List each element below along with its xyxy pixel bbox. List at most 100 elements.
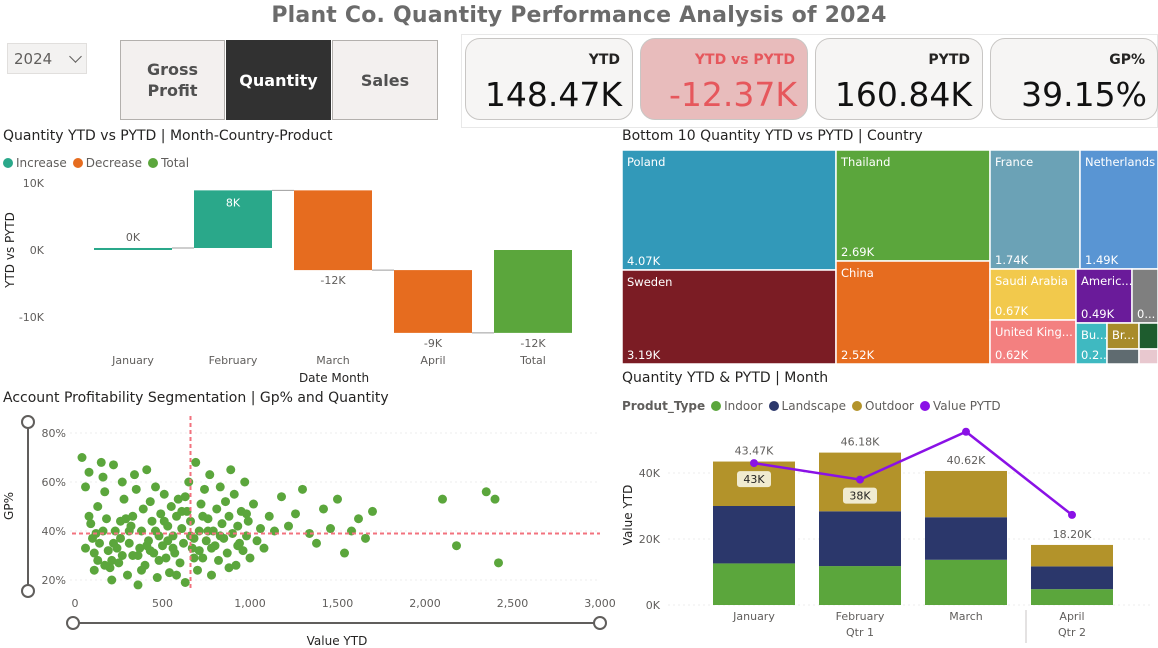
scatter-point [180, 577, 190, 587]
legend-item[interactable]: Outdoor [852, 399, 914, 413]
waterfall-bar [94, 247, 172, 250]
treemap-tile-value: 4.07K [627, 254, 661, 268]
legend-item[interactable]: Increase [3, 156, 67, 170]
y-axis-title: Value YTD [621, 485, 635, 546]
stacked-bar-segment [819, 511, 901, 567]
treemap-tile-name: Bu... [1081, 328, 1107, 342]
treemap-tile-value: 3.19K [627, 348, 661, 362]
legend-item[interactable]: Indoor [711, 399, 763, 413]
scatter-point [130, 470, 139, 480]
line-data-label: 43K [743, 473, 765, 486]
scatter-point [142, 465, 152, 475]
stacked-bar-segment [819, 566, 901, 605]
y-tick-label: 20% [42, 574, 66, 587]
gross-profit-button[interactable]: Gross Profit [120, 40, 225, 120]
value-pytd-point [856, 475, 864, 484]
kpi-label: YTD vs PYTD [694, 52, 795, 68]
combo-title: Quantity YTD & PYTD | Month [622, 370, 829, 386]
treemap-tile-value: 2.52K [841, 348, 875, 362]
scatter-point [189, 553, 199, 563]
stacked-bar-segment [713, 506, 795, 564]
decrease-legend-dot-icon [72, 158, 83, 168]
combo-legend: Produt_Type Indoor Landscape Outdoor Val… [622, 399, 1007, 413]
scatter-point [154, 555, 164, 565]
legend-item[interactable]: Value PYTD [920, 399, 1001, 413]
scatter-point [224, 563, 234, 573]
waterfall-bar [194, 190, 272, 248]
y-tick-label: 10K [23, 177, 45, 190]
scatter-point [86, 519, 96, 529]
scatter-point [196, 499, 206, 509]
legend-label: Outdoor [865, 399, 914, 413]
scatter-point [340, 548, 349, 558]
treemap-tile-name: United King... [995, 325, 1073, 339]
scatter-point [194, 546, 204, 556]
treemap-tile-value: 0.67K [995, 304, 1029, 318]
total-label: 40.62K [947, 454, 986, 467]
data-label: -12K [520, 337, 546, 350]
scatter-point [161, 553, 171, 563]
x-tick-label: February [836, 610, 885, 623]
scatter-point [222, 548, 232, 558]
kpi-card-ytd: YTD 148.47K [465, 38, 633, 120]
stacked-bar-segment [925, 559, 1007, 605]
treemap-tile-value: 1.74K [995, 253, 1029, 267]
waterfall-legend: Increase Decrease Total [3, 156, 195, 170]
scatter-point [177, 524, 187, 534]
scatter-point [291, 509, 300, 519]
kpi-value: 148.47K [484, 75, 622, 114]
treemap-tile [1079, 150, 1158, 270]
outdoor-legend-dot-icon [852, 401, 862, 411]
y-tick-label: 20K [639, 533, 661, 546]
scatter-point [135, 543, 145, 553]
sales-button[interactable]: Sales [332, 40, 438, 120]
scatter-point [217, 519, 227, 529]
legend-item[interactable]: Decrease [72, 156, 142, 170]
treemap-tile-name: Americ... [1081, 274, 1132, 288]
scatter-point [138, 504, 148, 514]
treemap-tile-value: 0.2... [1081, 348, 1110, 362]
x-tick-label: 1,000 [234, 597, 266, 610]
scatter-point [264, 511, 274, 521]
scatter-point [229, 489, 239, 499]
slider-handle-icon [593, 616, 607, 630]
year-filter-dropdown[interactable]: 2024 [7, 43, 87, 74]
scatter-point [107, 575, 117, 585]
kpi-value: -12.37K [668, 75, 797, 114]
page-title: Plant Co. Quantity Performance Analysis … [271, 3, 887, 28]
y-axis-title: YTD vs PYTD [3, 212, 17, 289]
scatter-point [89, 565, 99, 575]
scatter-point [84, 467, 94, 477]
treemap-tile [1106, 348, 1140, 364]
scatter-point [228, 528, 237, 538]
waterfall-chart: 10K 0K -10K YTD vs PYTD 0K January 8K February -… [3, 177, 572, 385]
scatter-point [168, 543, 178, 553]
quantity-button[interactable]: Quantity [226, 40, 331, 120]
treemap-tile [1131, 268, 1158, 324]
scatter-point [151, 482, 160, 492]
line-data-label: 38K [849, 490, 871, 503]
x-tick-label: February [209, 354, 258, 367]
scatter-point [114, 558, 124, 568]
legend-item[interactable]: Landscape [768, 399, 846, 413]
scatter-point [298, 484, 307, 494]
treemap-tile [1075, 322, 1108, 364]
x-tick-label: January [111, 354, 154, 367]
legend-label: Landscape [781, 399, 846, 413]
x-tick-label: April [1059, 610, 1084, 623]
scatter-point [175, 558, 185, 568]
stacked-bar-segment [925, 470, 1007, 518]
legend-item[interactable]: Total [148, 156, 189, 170]
y-tick-label: 0K [30, 244, 45, 257]
scatter-point [81, 482, 90, 492]
scatter-point [128, 511, 138, 521]
scatter-point [245, 553, 255, 563]
stacked-bar-segment [713, 563, 795, 605]
y-tick-label: -10K [19, 311, 45, 324]
combo-legend-title: Produt_Type [622, 399, 706, 413]
legend-label: Total [161, 156, 190, 170]
scatter-point [256, 524, 265, 534]
y-tick-label: 40% [42, 525, 66, 538]
treemap-tile-name: Netherlands [1085, 155, 1155, 169]
y-tick-label: 0K [646, 599, 661, 612]
